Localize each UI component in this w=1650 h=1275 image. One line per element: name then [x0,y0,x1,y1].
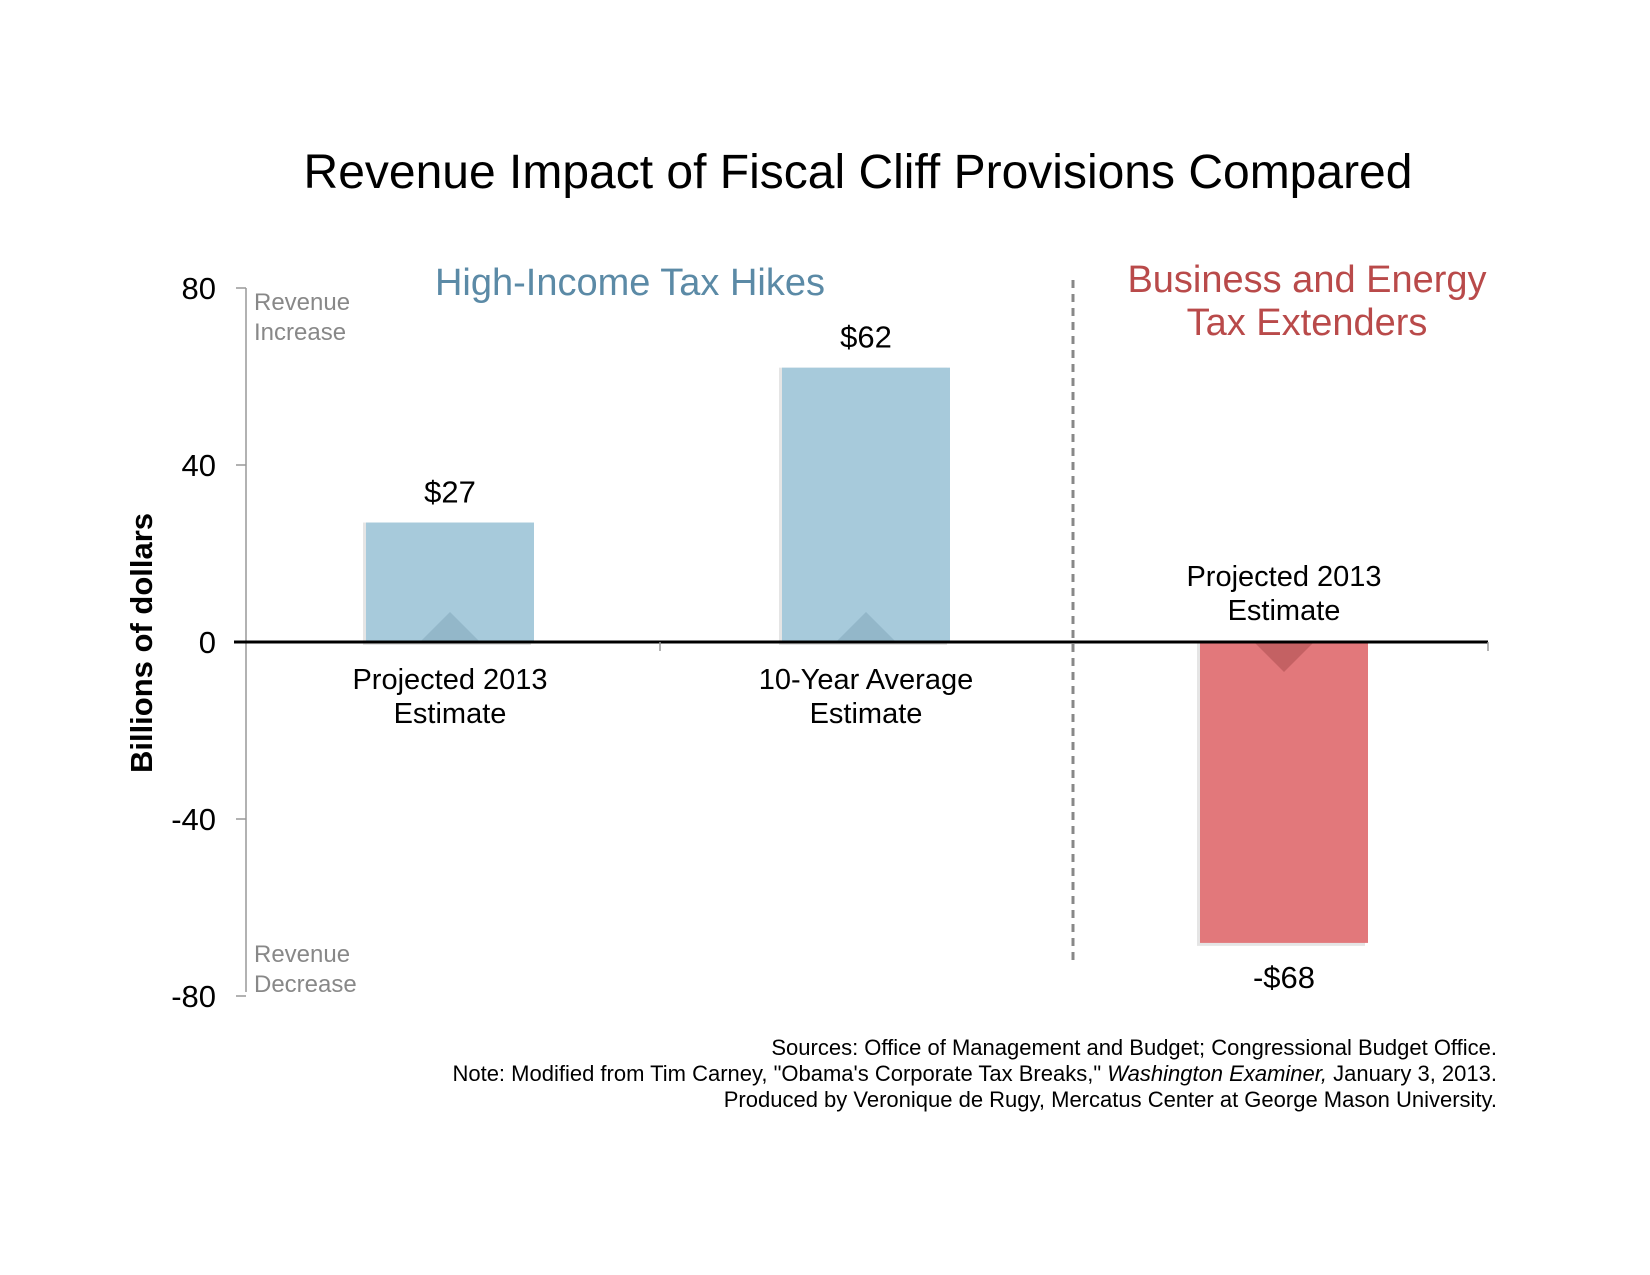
bar [1200,642,1368,943]
category-label: 10-Year Average [759,664,973,696]
y-tick-label: -80 [171,979,216,1014]
revenue-decrease-note-line-2: Decrease [254,971,357,998]
y-ticks: 80 40 0 -40 -80 [171,271,246,1014]
revenue-decrease-note-line-1: Revenue [254,941,350,968]
bar-notch [420,612,480,642]
footer-produced-by: Produced by Veronique de Rugy, Mercatus … [724,1087,1497,1112]
y-tick-label: 80 [182,271,216,306]
chart-title: Revenue Impact of Fiscal Cliff Provision… [304,146,1413,199]
y-axis-label: Billions of dollars [124,513,159,773]
revenue-increase-note-line-2: Increase [254,319,346,346]
category-label: Estimate [810,698,923,730]
footer-note: Note: Modified from Tim Carney, "Obama's… [452,1061,1497,1086]
y-tick-label: -40 [171,802,216,837]
footer-note-publication: Washington Examiner, [1107,1061,1327,1086]
bar-notch [1254,642,1314,672]
category-label: Estimate [1228,595,1341,627]
category-label: Projected 2013 [352,664,547,696]
footer-note-suffix: January 3, 2013. [1327,1061,1497,1086]
revenue-increase-note-line-1: Revenue [254,289,350,316]
bar-value-label: $27 [424,475,476,510]
y-tick-label: 0 [199,625,216,660]
bar-value-label: $62 [840,320,892,355]
bar [782,367,950,642]
footer-note-prefix: Note: Modified from Tim Carney, "Obama's… [452,1061,1107,1086]
group-label-business-line-2: Tax Extenders [1187,302,1428,344]
bar-value-label: -$68 [1253,960,1315,995]
bar-notch [836,612,896,642]
group-label-business-line-1: Business and Energy [1127,259,1486,301]
category-label: Estimate [394,698,507,730]
group-label-high-income: High-Income Tax Hikes [435,262,825,304]
category-label: Projected 2013 [1186,561,1381,593]
bar [366,522,534,642]
y-tick-label: 40 [182,448,216,483]
footer-sources: Sources: Office of Management and Budget… [771,1035,1497,1060]
